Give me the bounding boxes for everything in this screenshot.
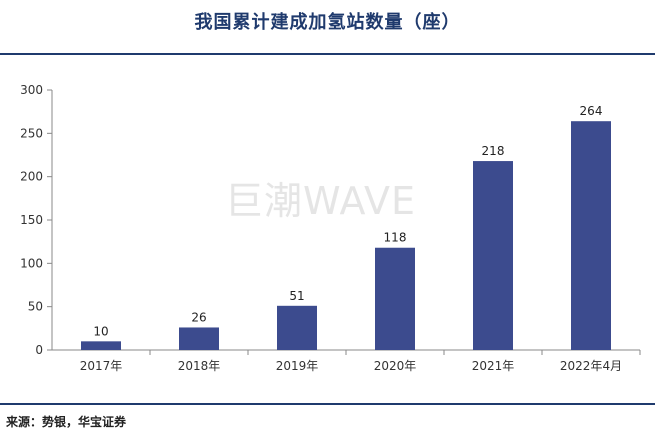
x-tick-label: 2022年4月 [560,359,622,373]
y-tick-label: 150 [20,213,43,227]
data-label: 264 [580,104,603,118]
data-label: 118 [384,231,407,245]
y-tick-label: 100 [20,256,43,270]
x-tick-label: 2018年 [178,359,221,373]
bar [81,341,121,350]
x-tick-label: 2017年 [80,359,123,373]
bar [571,121,611,350]
data-label: 26 [191,310,206,324]
bar [375,247,415,350]
y-tick-label: 50 [28,300,43,314]
y-tick-label: 300 [20,83,43,97]
x-tick-label: 2020年 [374,359,417,373]
source-note: 来源：势银，华宝证券 [6,415,127,429]
bottom-divider [0,403,655,405]
data-label: 10 [93,324,108,338]
bar [277,305,317,350]
y-tick-label: 0 [35,343,43,357]
data-label: 218 [482,144,505,158]
y-tick-label: 200 [20,170,43,184]
bar [473,161,513,350]
top-divider [0,53,655,55]
chart-title: 我国累计建成加氢站数量（座） [194,12,461,33]
x-tick-label: 2019年 [276,359,319,373]
y-tick-label: 250 [20,126,43,140]
bar [179,327,219,350]
data-label: 51 [289,289,304,303]
x-tick-label: 2021年 [472,359,515,373]
